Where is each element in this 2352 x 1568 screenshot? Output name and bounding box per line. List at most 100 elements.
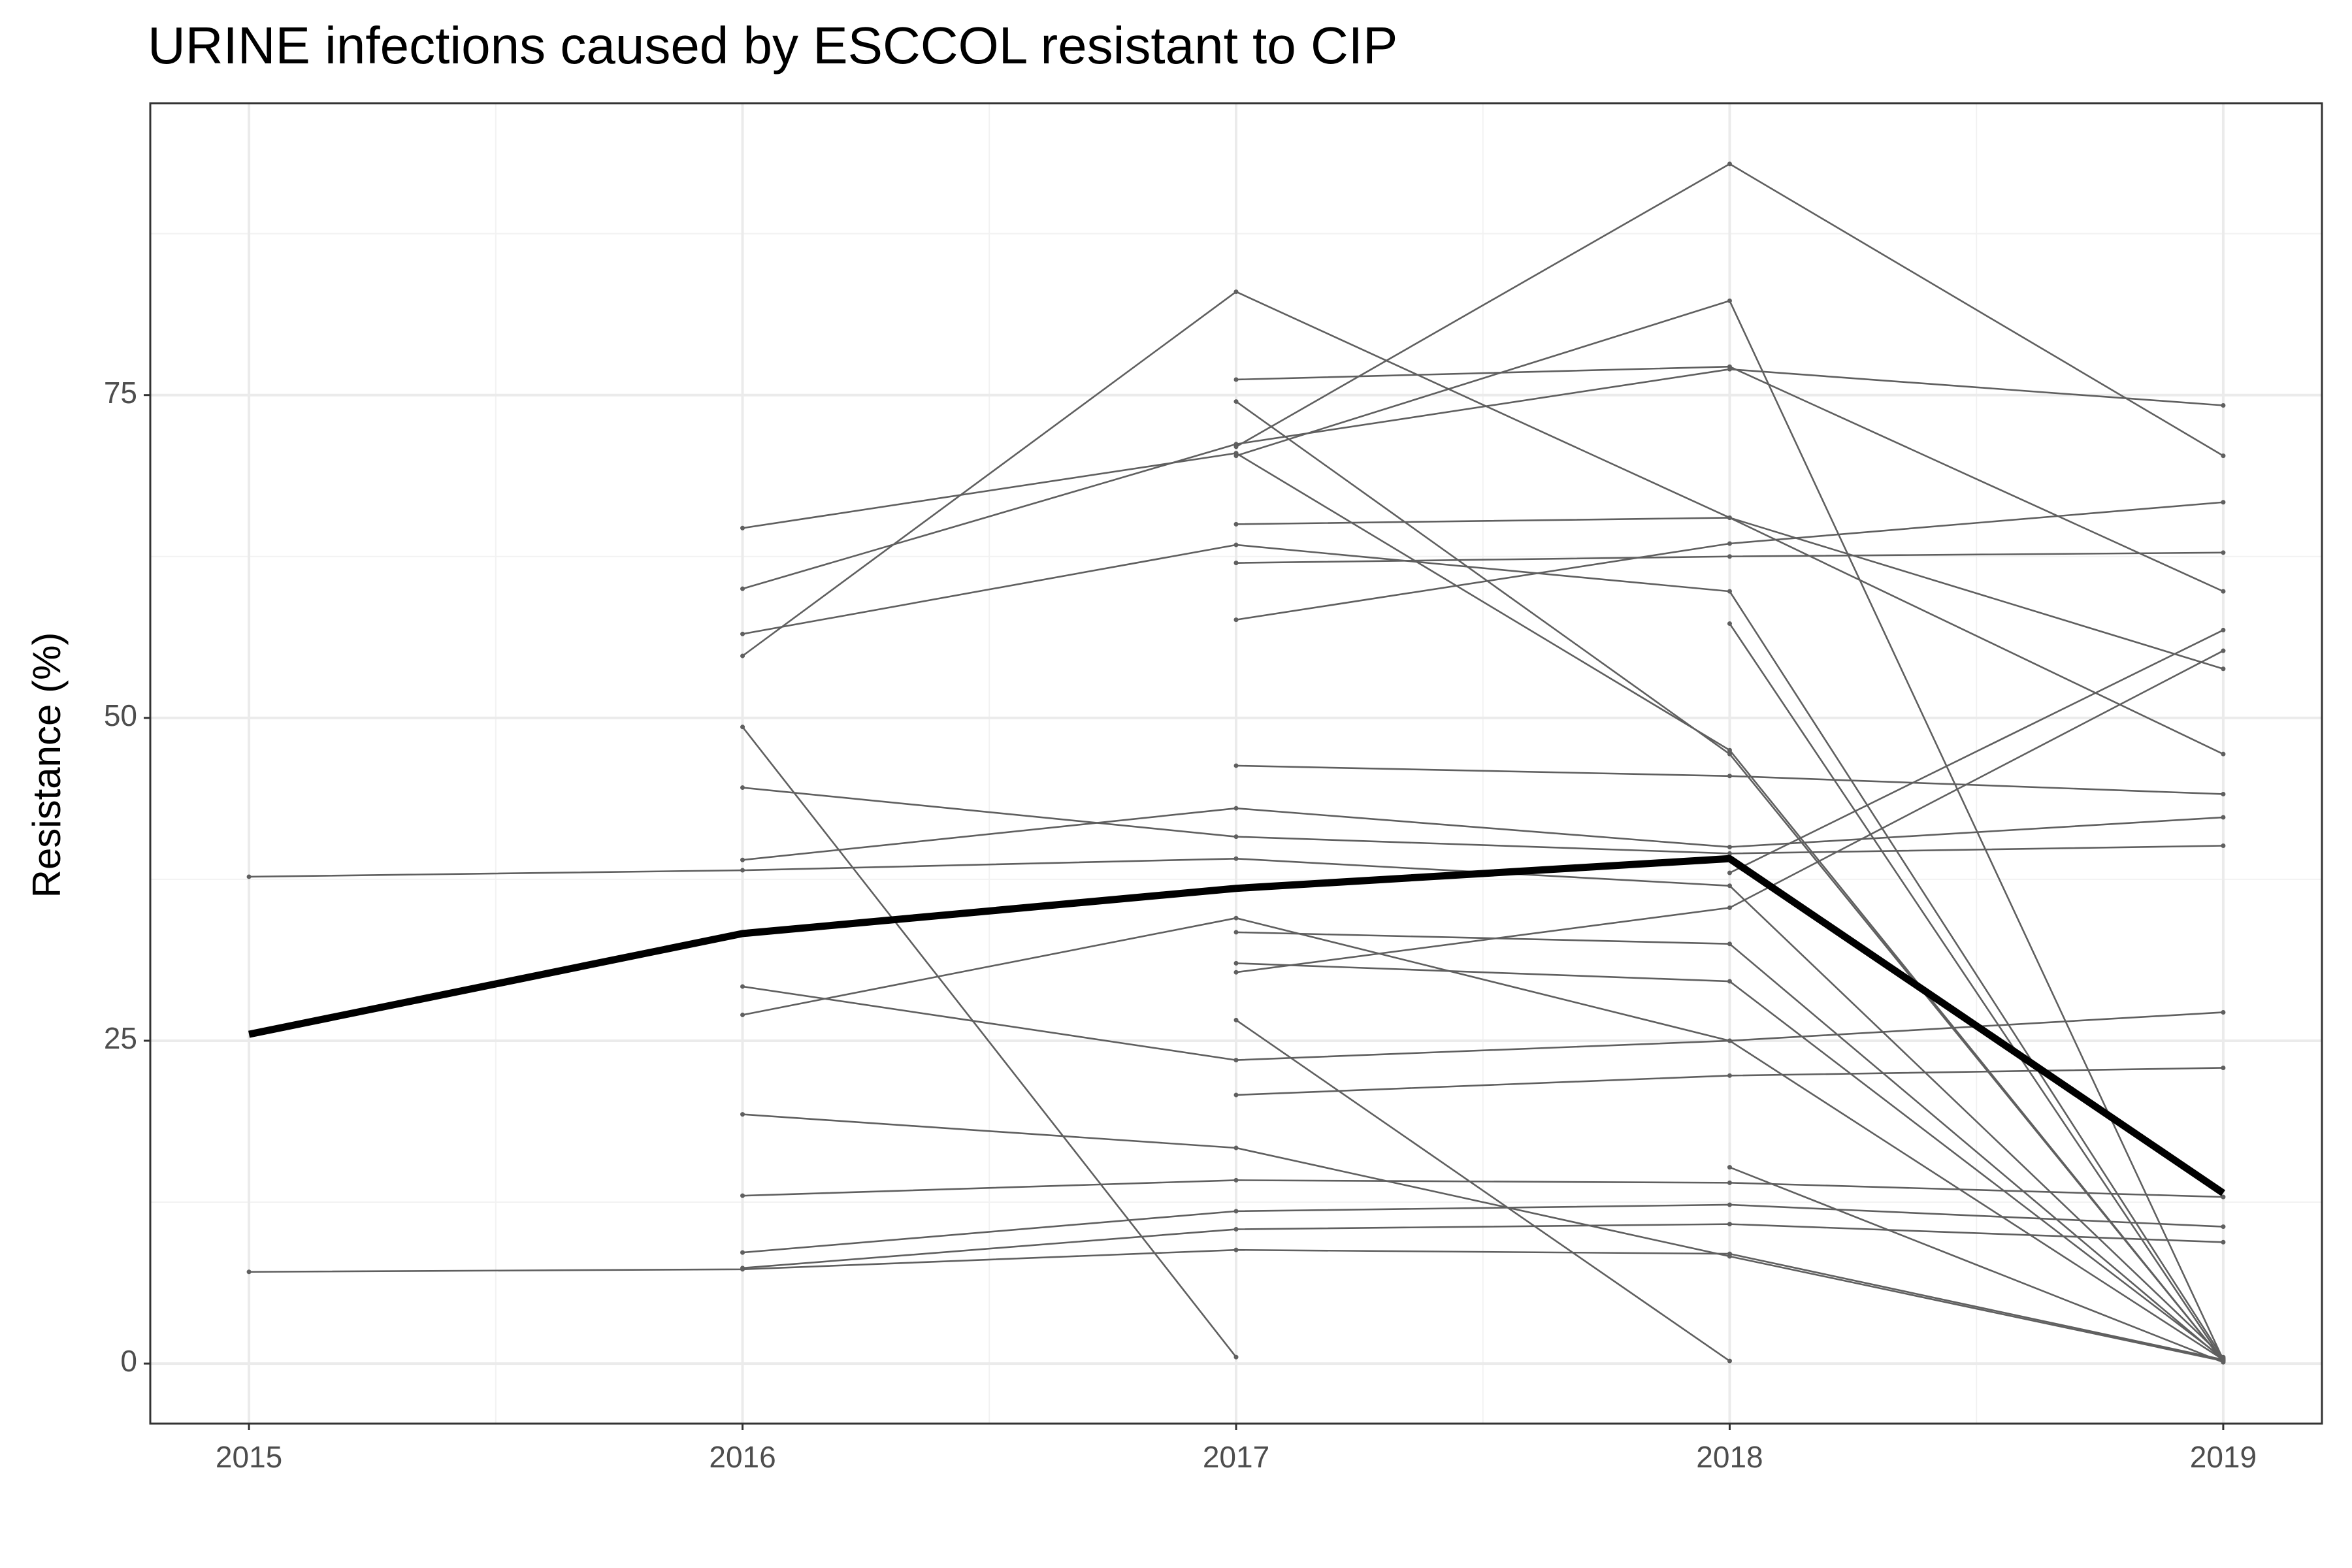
point bbox=[1727, 541, 1732, 546]
point bbox=[1727, 515, 1732, 520]
point bbox=[1727, 298, 1732, 303]
point bbox=[740, 586, 745, 591]
point bbox=[2221, 1224, 2226, 1230]
point bbox=[1727, 905, 1732, 910]
point bbox=[1233, 399, 1239, 404]
point bbox=[2221, 843, 2226, 849]
point bbox=[2221, 1239, 2226, 1245]
mean-line bbox=[248, 855, 2225, 1196]
point bbox=[1727, 364, 1732, 369]
point bbox=[1233, 763, 1239, 768]
point bbox=[2221, 751, 2226, 757]
point bbox=[1233, 1058, 1239, 1063]
y-axis-label: Resistance (%) bbox=[25, 632, 69, 898]
point bbox=[1233, 521, 1239, 527]
point bbox=[246, 1269, 252, 1275]
point bbox=[1233, 806, 1239, 811]
point bbox=[740, 631, 745, 636]
point bbox=[2221, 627, 2226, 632]
point bbox=[1233, 453, 1239, 459]
point bbox=[1727, 1254, 1732, 1259]
point bbox=[740, 1250, 745, 1255]
x-tick-label: 2019 bbox=[2190, 1440, 2257, 1474]
series-line bbox=[742, 1203, 2223, 1254]
point bbox=[1233, 856, 1239, 861]
point bbox=[2221, 648, 2226, 653]
x-tick-label: 2016 bbox=[709, 1440, 776, 1474]
series-line bbox=[742, 452, 2224, 1362]
point bbox=[1727, 979, 1732, 984]
point bbox=[2221, 1360, 2226, 1365]
y-tick-label: 25 bbox=[104, 1021, 137, 1055]
point bbox=[740, 725, 745, 730]
point bbox=[1727, 751, 1732, 757]
point bbox=[2221, 453, 2226, 459]
point bbox=[1233, 289, 1239, 295]
series-line bbox=[742, 291, 2224, 755]
point bbox=[2221, 403, 2226, 408]
point bbox=[1233, 1247, 1239, 1252]
point bbox=[1727, 870, 1732, 875]
point bbox=[740, 1266, 745, 1271]
point bbox=[1727, 851, 1732, 856]
point bbox=[2221, 589, 2226, 594]
point bbox=[740, 1112, 745, 1117]
point bbox=[1233, 1092, 1239, 1098]
point bbox=[1727, 747, 1732, 753]
point bbox=[740, 1193, 745, 1198]
point bbox=[2221, 1009, 2226, 1015]
point bbox=[1727, 883, 1732, 889]
y-tick-label: 0 bbox=[120, 1344, 137, 1378]
point bbox=[1727, 589, 1732, 594]
point bbox=[740, 984, 745, 989]
point bbox=[1233, 1227, 1239, 1232]
point bbox=[1727, 621, 1732, 627]
point bbox=[2221, 791, 2226, 796]
point bbox=[1727, 1222, 1732, 1227]
series-line bbox=[1729, 1166, 2224, 1364]
point bbox=[1233, 970, 1239, 975]
point bbox=[2221, 1194, 2226, 1200]
point bbox=[1727, 941, 1732, 947]
point bbox=[740, 785, 745, 791]
point bbox=[2221, 500, 2226, 505]
series-line bbox=[742, 1179, 2223, 1198]
point bbox=[2221, 815, 2226, 820]
series-line bbox=[742, 726, 1237, 1358]
point bbox=[740, 525, 745, 531]
series-line bbox=[742, 787, 2223, 855]
point bbox=[1233, 1354, 1239, 1360]
point bbox=[740, 857, 745, 862]
point bbox=[2221, 550, 2226, 555]
series-line bbox=[742, 368, 2224, 590]
point bbox=[1727, 774, 1732, 779]
series-line bbox=[742, 544, 2225, 1359]
point bbox=[740, 653, 745, 659]
x-tick-label: 2015 bbox=[216, 1440, 282, 1474]
y-tick-label: 75 bbox=[104, 376, 137, 410]
point bbox=[1727, 1202, 1732, 1207]
point bbox=[2221, 666, 2226, 672]
series-line bbox=[742, 1113, 2224, 1362]
series-line bbox=[742, 917, 2224, 1361]
chart-title: URINE infections caused by ESCCOL resist… bbox=[148, 16, 1397, 74]
point bbox=[740, 1012, 745, 1017]
point bbox=[1233, 930, 1239, 935]
point bbox=[1727, 1038, 1732, 1043]
series-line bbox=[1235, 1019, 1731, 1362]
point bbox=[1727, 161, 1732, 167]
point bbox=[1727, 1180, 1732, 1185]
point bbox=[1727, 1165, 1732, 1170]
point bbox=[1233, 1177, 1239, 1183]
point bbox=[1233, 1209, 1239, 1214]
series-line bbox=[1729, 629, 2224, 874]
point bbox=[1727, 554, 1732, 559]
panel-border bbox=[149, 102, 2323, 1425]
point bbox=[1233, 444, 1239, 449]
point bbox=[1233, 542, 1239, 547]
point bbox=[1233, 561, 1239, 566]
point bbox=[740, 868, 745, 873]
point bbox=[1233, 1017, 1239, 1022]
series-line bbox=[742, 1223, 2223, 1269]
point bbox=[1727, 1358, 1732, 1364]
